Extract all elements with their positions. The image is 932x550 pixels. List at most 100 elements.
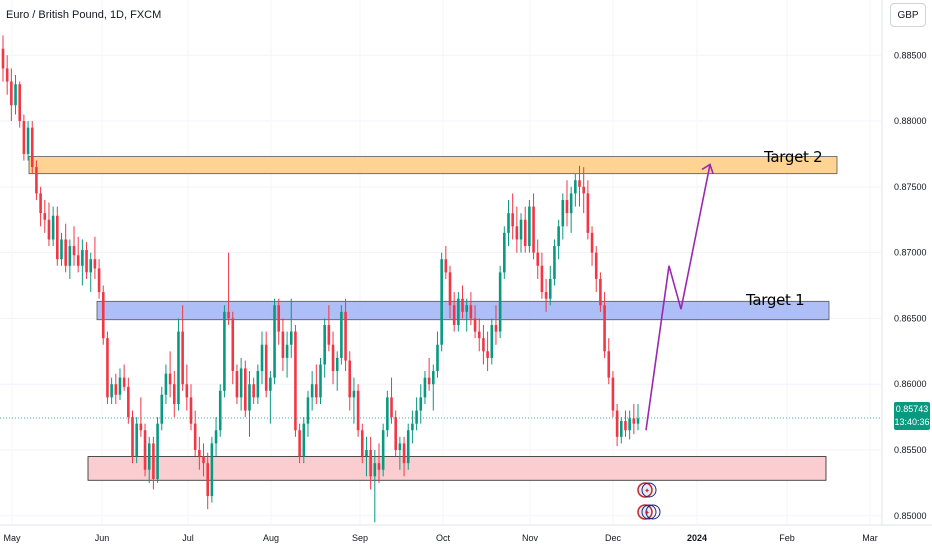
time-tick-label: Jun (95, 533, 110, 543)
candle-body (565, 200, 569, 214)
candle-body (406, 430, 410, 464)
target2-zone (28, 156, 838, 175)
candle-body (51, 215, 55, 240)
candle-body (386, 397, 389, 431)
candle-body (557, 226, 560, 247)
price-tick-label: 0.87000 (894, 248, 927, 258)
candle-body (260, 344, 264, 372)
candle-body (1, 48, 5, 69)
time-tick-label: Mar (862, 533, 878, 543)
candle-body (248, 384, 251, 411)
price-tick-label: 0.85500 (894, 445, 927, 455)
event-flag-icon[interactable]: ✦ (637, 482, 657, 498)
candle-body (394, 417, 397, 450)
candle-body (632, 418, 636, 424)
candle-body (244, 368, 247, 411)
candle-body (239, 368, 243, 398)
candle-body (114, 384, 118, 395)
candle-body (14, 84, 17, 106)
candle-body (5, 68, 9, 82)
time-tick-label: Jul (182, 533, 194, 543)
candle-body (152, 443, 155, 479)
candle-body (306, 397, 310, 424)
candle-body (477, 331, 481, 339)
candle-body (603, 305, 606, 352)
candle-body (22, 121, 26, 154)
candle-body (60, 239, 63, 260)
grid (0, 0, 932, 526)
candle-body (574, 180, 577, 194)
candle-body (594, 252, 598, 279)
price-axis: 0.88500 0.88000 0.87500 0.87000 0.86500 0.860… (894, 50, 927, 521)
candle-body (519, 219, 523, 240)
candle-body (636, 418, 640, 424)
candle-body (498, 272, 502, 332)
candle-body (473, 318, 477, 332)
candle-body (289, 331, 293, 345)
candle-body (319, 364, 322, 398)
candle-body (18, 84, 22, 122)
candle-body (235, 371, 239, 398)
candle-body (281, 331, 285, 358)
candle-body (43, 213, 47, 220)
candle-body (486, 351, 489, 358)
candle-body (47, 219, 51, 240)
candle-body (469, 305, 473, 319)
candle-body (168, 373, 172, 385)
candle-body (436, 344, 439, 372)
candle-body (402, 443, 406, 464)
time-tick-label: Aug (263, 533, 279, 543)
zones-layer (28, 156, 838, 481)
candle-body (135, 423, 138, 457)
candles-layer (1, 35, 640, 523)
candle-body (85, 250, 88, 273)
time-tick-label: Dec (605, 533, 622, 543)
candle-body (599, 278, 602, 306)
candle-body (457, 298, 460, 325)
candle-body (373, 463, 377, 477)
candle-body (35, 167, 38, 194)
candle-body (490, 325, 494, 358)
candle-body (607, 351, 611, 378)
candle-body (223, 311, 226, 391)
candle-body (139, 423, 143, 431)
candle-body (331, 344, 335, 372)
candle-body (118, 377, 122, 395)
candle-body (323, 325, 326, 365)
candle-body (302, 423, 306, 457)
projection-path (645, 164, 711, 431)
time-tick-label: Feb (779, 533, 795, 543)
candle-body (465, 305, 469, 312)
candle-body (536, 252, 540, 266)
currency-selector[interactable]: GBP (890, 3, 926, 27)
candle-body (64, 239, 67, 266)
candle-body (206, 463, 209, 497)
candle-body (294, 331, 297, 431)
candle-body (344, 311, 347, 361)
candle-body (360, 430, 364, 457)
candle-body (448, 272, 452, 306)
bar-countdown: 13:40:36 (894, 417, 930, 427)
candle-body (97, 268, 101, 293)
time-tick-label: Sep (352, 533, 368, 543)
candle-body (30, 127, 34, 168)
candle-body (210, 443, 214, 497)
time-axis: May Jun Jul Aug Sep Oct Nov Dec 2024 Feb Mar (3, 533, 877, 543)
candle-body (93, 259, 97, 269)
chart-title: Euro / British Pound, 1D, FXCM (6, 9, 162, 21)
candle-body (177, 331, 180, 404)
price-tick-label: 0.85000 (894, 511, 927, 521)
projection-arrowhead (701, 163, 714, 174)
candle-body (356, 390, 360, 431)
candle-body (172, 384, 176, 404)
candle-body (624, 421, 627, 431)
target2-label: Target 2 (764, 148, 823, 166)
candle-body (164, 373, 168, 395)
candle-body (511, 213, 514, 227)
candle-body (198, 450, 201, 457)
event-flags-stack-icon[interactable]: ✦ (637, 504, 661, 520)
candle-body (231, 318, 235, 372)
candle-body (590, 232, 594, 253)
price-tick-label: 0.88500 (894, 50, 927, 60)
